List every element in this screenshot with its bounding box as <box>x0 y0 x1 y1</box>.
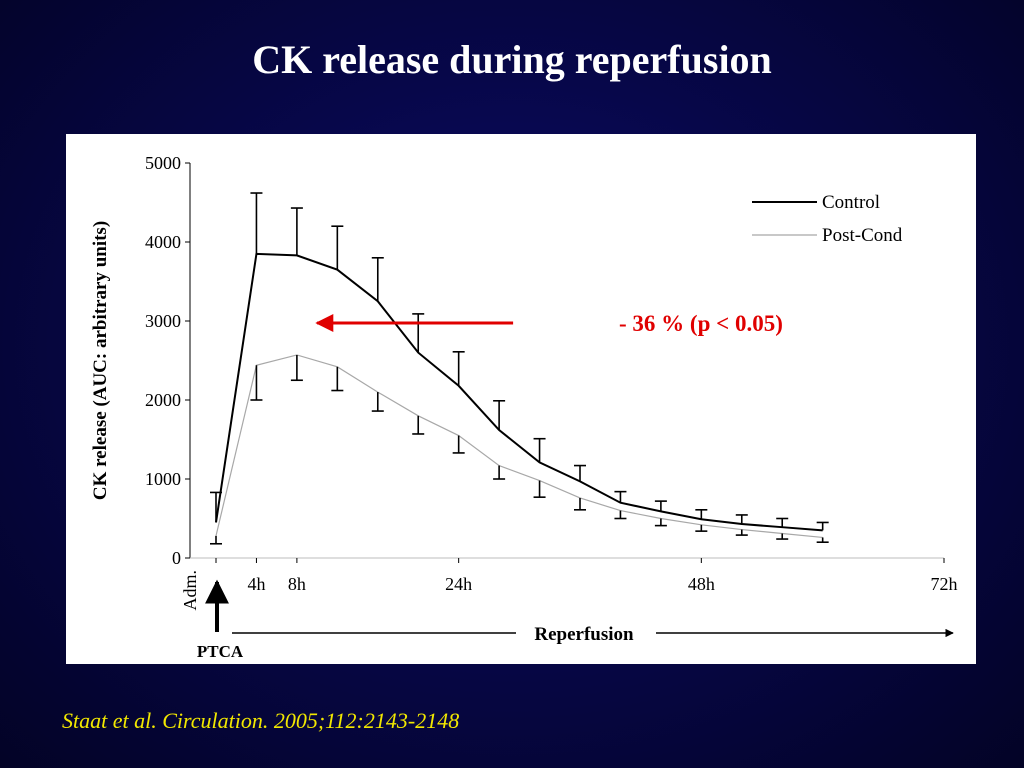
series-control <box>210 192 829 532</box>
series-post-cond <box>210 354 829 545</box>
y-tick-label: 1000 <box>145 469 181 489</box>
x-tick-label: 4h <box>247 574 265 594</box>
series-line <box>215 354 823 539</box>
slide-title: CK release during reperfusion <box>252 37 772 82</box>
x-tick-label: 72h <box>931 574 958 594</box>
chart-panel: 0 1000 2000 3000 4000 5000 4h 8h 24h 48h 72h Adm. CK… <box>66 134 976 664</box>
x-tick-label: 24h <box>445 574 472 594</box>
y-tick-label: 4000 <box>145 232 181 252</box>
difference-annotation: - 36 % (p < 0.05) <box>619 311 783 336</box>
series-layer <box>210 192 829 545</box>
x-start-label: Adm. <box>180 570 200 611</box>
x-tick-label: 8h <box>288 574 306 594</box>
y-tick-label: 3000 <box>145 311 181 331</box>
x-tick-label: 48h <box>688 574 715 594</box>
axes: 0 1000 2000 3000 4000 5000 4h 8h 24h 48h 72h Adm. CK… <box>90 153 958 611</box>
ptca-label: PTCA <box>197 642 244 661</box>
y-tick-label: 0 <box>172 548 181 568</box>
y-tick-label: 5000 <box>145 153 181 173</box>
legend: Control Post-Cond <box>752 192 903 246</box>
y-axis-title: CK release (AUC: arbitrary units) <box>90 221 111 500</box>
citation: Staat et al. Circulation. 2005;112:2143-… <box>62 708 460 733</box>
series-line <box>215 252 823 532</box>
legend-label: Control <box>822 192 880 213</box>
y-tick-label: 2000 <box>145 390 181 410</box>
legend-label: Post-Cond <box>822 225 903 246</box>
reperfusion-label: Reperfusion <box>534 624 634 645</box>
ck-release-chart: 0 1000 2000 3000 4000 5000 4h 8h 24h 48h 72h Adm. CK… <box>90 153 958 661</box>
annotations: - 36 % (p < 0.05) PTCA Reperfusion <box>197 311 954 661</box>
